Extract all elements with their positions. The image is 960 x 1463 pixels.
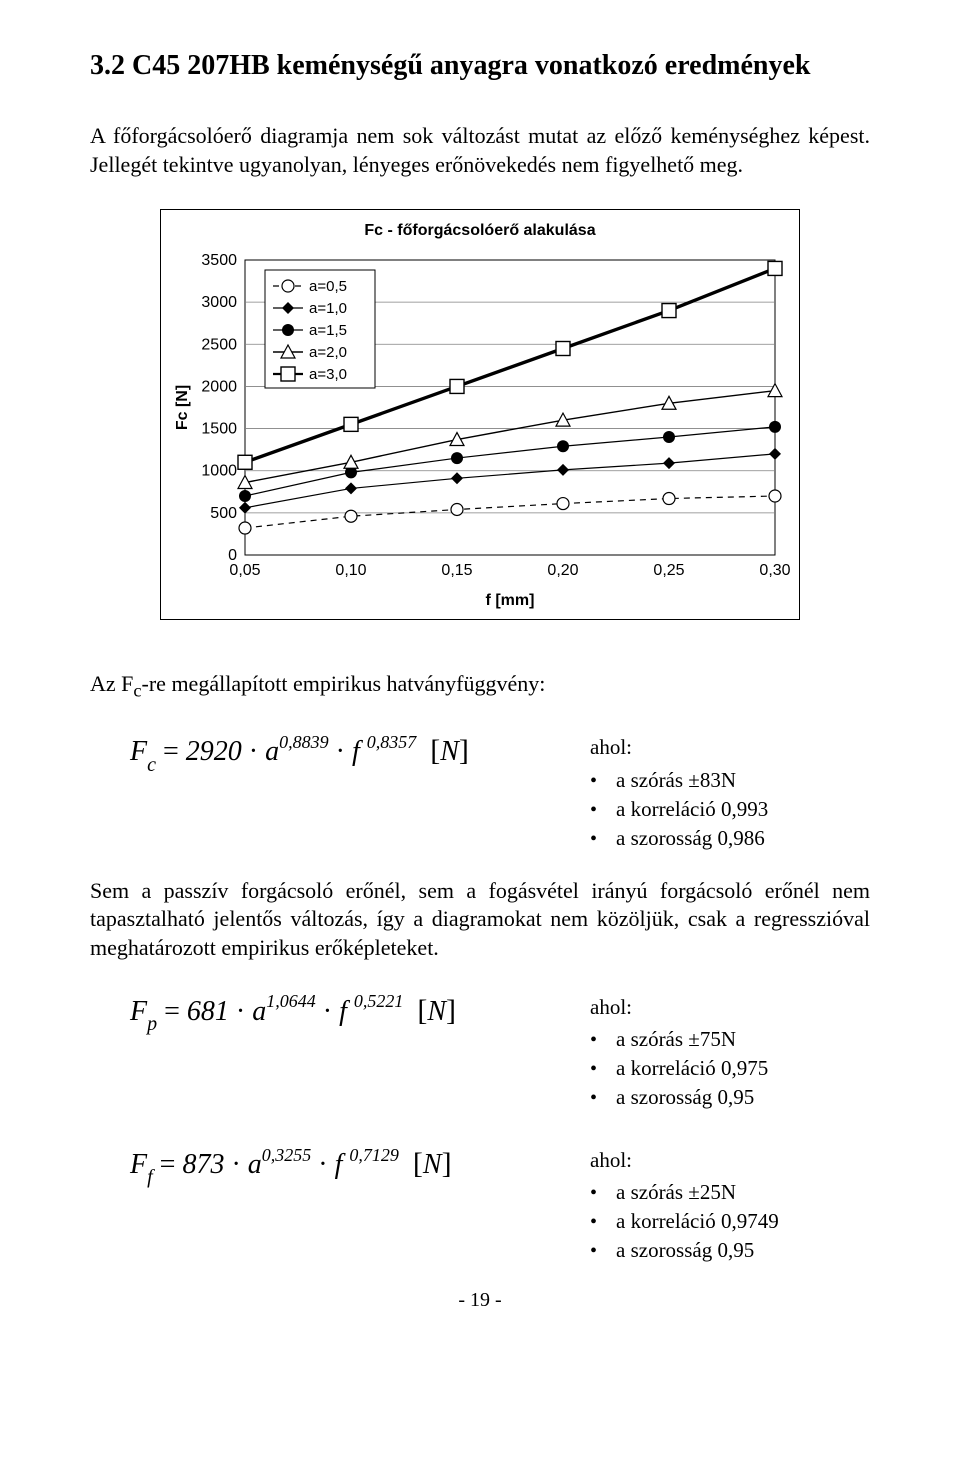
stat-szoros: a szorosság 0,986 <box>590 824 768 853</box>
svg-text:2000: 2000 <box>201 379 237 396</box>
stat-szoros: a szorosság 0,95 <box>590 1083 768 1112</box>
formula-ea: 1,0644 <box>266 991 316 1011</box>
stat-szoras: a szórás ±75N <box>590 1025 768 1054</box>
formula-fc-stats: ahol: a szórás ±83N a korreláció 0,993 a… <box>590 733 768 852</box>
svg-text:500: 500 <box>210 505 237 522</box>
formula-block-fc: Fc = 2920 · a0,8839 · f 0,8357 [N] ahol:… <box>130 733 870 852</box>
intro-paragraph: A főforgácsolóerő diagramja nem sok vált… <box>90 122 870 179</box>
paragraph-2: Sem a passzív forgácsoló erőnél, sem a f… <box>90 877 870 963</box>
stat-szoras: a szórás ±83N <box>590 766 768 795</box>
formula-coef: 681 <box>187 996 229 1027</box>
page-number: - 19 - <box>90 1289 870 1312</box>
svg-text:0,15: 0,15 <box>441 562 472 579</box>
formula-sub: p <box>147 1013 157 1035</box>
svg-text:a=2,0: a=2,0 <box>309 344 347 361</box>
formula-ea: 0,8839 <box>279 732 329 752</box>
stat-szoras: a szórás ±25N <box>590 1178 779 1207</box>
formula-ff: Ff = 873 · a0,3255 · f 0,7129 [N] <box>130 1146 500 1186</box>
chart-container: Fc - főforgácsolóerő alakulása 050010001… <box>160 209 800 620</box>
formula-sub: c <box>147 754 156 776</box>
svg-text:a=1,0: a=1,0 <box>309 300 347 317</box>
fc-chart: 05001000150020002500300035000,050,100,15… <box>165 250 795 610</box>
formula-coef: 873 <box>182 1149 224 1180</box>
svg-text:f [mm]: f [mm] <box>486 592 535 609</box>
formula-ef: 0,5221 <box>354 991 404 1011</box>
empirikus-line: Az Fc-re megállapított empirikus hatvány… <box>90 670 870 703</box>
stats-label: ahol: <box>590 993 768 1021</box>
svg-text:0,25: 0,25 <box>653 562 684 579</box>
formula-fp: Fp = 681 · a1,0644 · f 0,5221 [N] <box>130 993 500 1033</box>
formula-block-ff: Ff = 873 · a0,3255 · f 0,7129 [N] ahol: … <box>130 1146 870 1265</box>
formula-sub: f <box>147 1166 153 1188</box>
svg-text:0,05: 0,05 <box>229 562 260 579</box>
formula-block-fp: Fp = 681 · a1,0644 · f 0,5221 [N] ahol: … <box>130 993 870 1112</box>
formula-ef: 0,7129 <box>349 1145 399 1165</box>
svg-text:1000: 1000 <box>201 463 237 480</box>
svg-text:0,10: 0,10 <box>335 562 366 579</box>
stats-label: ahol: <box>590 733 768 761</box>
formula-ff-stats: ahol: a szórás ±25N a korreláció 0,9749 … <box>590 1146 779 1265</box>
svg-text:0,30: 0,30 <box>759 562 790 579</box>
formula-ea: 0,3255 <box>262 1145 312 1165</box>
svg-text:Fc [N]: Fc [N] <box>174 385 191 430</box>
chart-frame: Fc - főforgácsolóerő alakulása 050010001… <box>160 209 800 620</box>
stat-korrel: a korreláció 0,9749 <box>590 1207 779 1236</box>
svg-text:0,20: 0,20 <box>547 562 578 579</box>
formula-fc: Fc = 2920 · a0,8839 · f 0,8357 [N] <box>130 733 500 773</box>
stat-korrel: a korreláció 0,975 <box>590 1054 768 1083</box>
formula-fp-stats: ahol: a szórás ±75N a korreláció 0,975 a… <box>590 993 768 1112</box>
stat-szoros: a szorosság 0,95 <box>590 1236 779 1265</box>
section-title: 3.2 C45 207HB keménységű anyagra vonatko… <box>90 50 870 82</box>
stat-korrel: a korreláció 0,993 <box>590 795 768 824</box>
formula-coef: 2920 <box>186 736 242 767</box>
chart-title: Fc - főforgácsolóerő alakulása <box>165 222 795 240</box>
svg-text:a=0,5: a=0,5 <box>309 278 347 295</box>
stats-label: ahol: <box>590 1146 779 1174</box>
svg-text:a=1,5: a=1,5 <box>309 322 347 339</box>
formula-ef: 0,8357 <box>367 732 417 752</box>
svg-text:a=3,0: a=3,0 <box>309 366 347 383</box>
svg-text:3000: 3000 <box>201 294 237 311</box>
page: 3.2 C45 207HB keménységű anyagra vonatko… <box>0 0 960 1352</box>
svg-text:3500: 3500 <box>201 252 237 269</box>
svg-text:2500: 2500 <box>201 336 237 353</box>
svg-text:1500: 1500 <box>201 421 237 438</box>
